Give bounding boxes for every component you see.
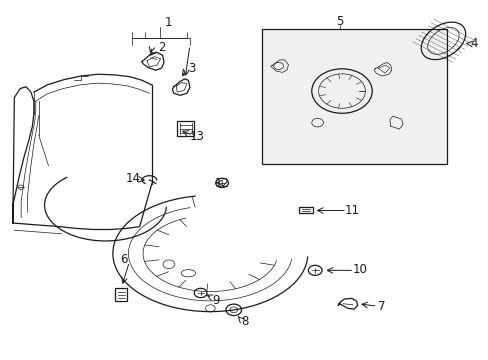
Text: 2: 2 <box>158 41 165 54</box>
Text: 10: 10 <box>352 263 367 276</box>
Text: 9: 9 <box>212 294 220 307</box>
Text: 3: 3 <box>188 62 195 75</box>
Bar <box>299 207 312 213</box>
Text: 1: 1 <box>165 16 172 29</box>
Text: 12: 12 <box>215 177 229 190</box>
Text: 4: 4 <box>469 37 476 50</box>
Text: 6: 6 <box>120 253 127 266</box>
Text: 11: 11 <box>344 204 359 217</box>
Bar <box>177 121 194 136</box>
Text: 5: 5 <box>335 15 343 28</box>
Text: 7: 7 <box>378 300 385 313</box>
Text: 13: 13 <box>189 130 203 144</box>
Text: 8: 8 <box>240 315 248 328</box>
Bar <box>261 30 446 164</box>
Bar <box>115 288 127 301</box>
Text: 14: 14 <box>125 172 141 185</box>
